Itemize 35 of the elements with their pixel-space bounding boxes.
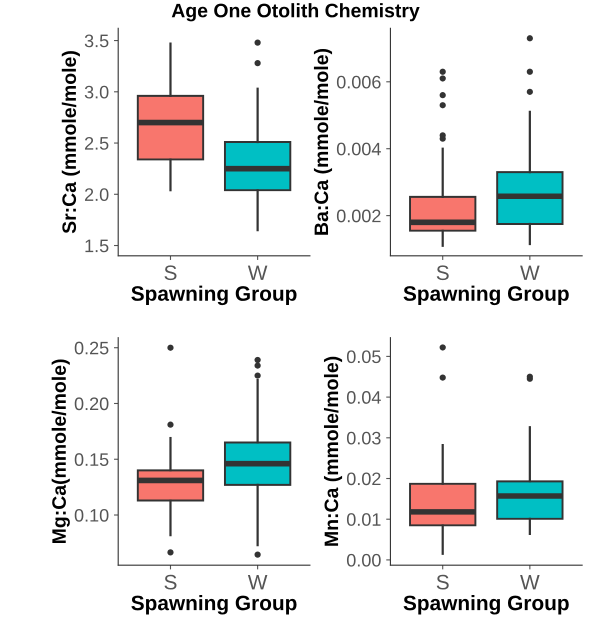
x-tick-label: S [436,574,449,590]
x-axis-title: Spawning Group [404,595,569,615]
x-axis-title: Spawning Group [131,286,297,306]
y-axis-title: Ba:Ca (mmole/mole) [314,48,332,235]
x-tick-label: W [520,574,540,590]
y-tick-label: 0.002 [336,210,380,222]
y-tick-label: 0.15 [74,453,108,466]
x-axis-title: Spawning Group [404,286,569,306]
y-axis-title: Mn:Ca (mmole/mole) [324,356,342,546]
y-tick-label: 0.25 [74,342,108,354]
y-tick-label: 2.0 [84,188,108,202]
y-tick-label: 0.04 [346,391,381,404]
chart-title: Age One Otolith Chemistry [172,3,420,22]
x-tick-label: S [436,265,449,280]
y-tick-label: 0.004 [336,142,381,156]
y-tick-label: 0.03 [346,432,381,445]
x-tick-label: W [248,266,268,280]
y-axis-title: Mg:Ca(mmole/mole) [52,360,70,544]
y-axis-title: Sr:Ca (mmole/mole) [62,51,80,234]
y-tick-label: 0.01 [346,513,381,526]
x-axis-title: Spawning Group [131,595,297,615]
x-tick-label: S [164,265,176,280]
y-tick-label: 0.00 [346,554,381,567]
y-tick-label: 0.02 [346,472,380,486]
y-tick-label: 0.006 [336,76,381,89]
y-tick-label: 0.20 [74,397,108,410]
x-tick-label: S [164,574,176,590]
y-tick-label: 0.05 [346,350,381,364]
x-tick-label: W [248,574,268,590]
y-tick-label: 0.10 [74,508,108,522]
y-tick-label: 3.0 [84,86,108,99]
y-tick-label: 2.5 [84,136,108,150]
y-tick-label: 1.5 [85,240,108,252]
x-tick-label: W [520,266,540,280]
y-tick-label: 3.5 [84,34,108,48]
